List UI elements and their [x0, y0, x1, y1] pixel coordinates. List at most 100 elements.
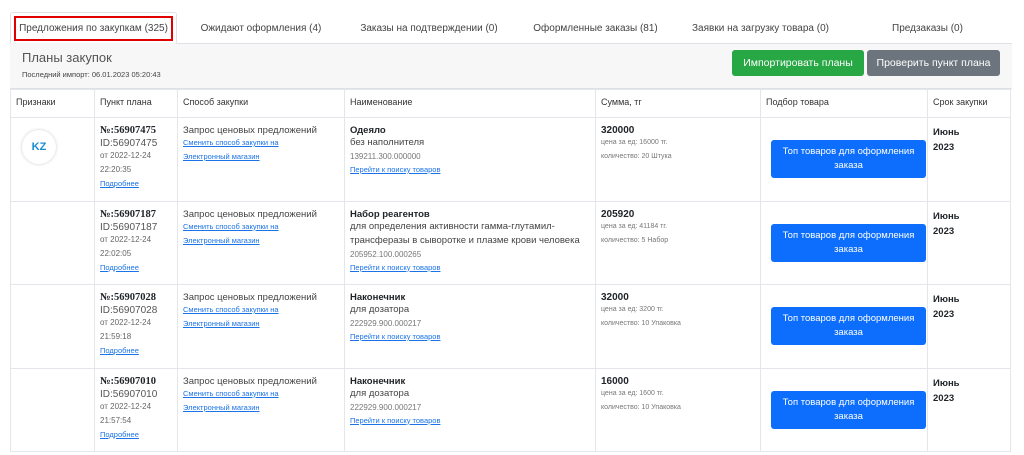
item-code: 139211.300.000000 — [350, 152, 421, 161]
signs-cell: KZ — [10, 117, 95, 202]
sum-value: 16000 — [601, 375, 629, 387]
sum-cell: 32000 цена за ед: 3200 тг. количество: 1… — [595, 284, 761, 369]
item-name: Наконечник — [350, 375, 406, 387]
plan-id: ID:56907187 — [100, 221, 158, 233]
name-cell: Одеяло без наполнителя 139211.300.000000… — [344, 117, 596, 202]
item-name: Наконечник — [350, 292, 406, 303]
search-goods-link[interactable]: Перейти к поиску товаров — [350, 415, 441, 425]
change-method-link[interactable]: Сменить способ закупки на — [183, 305, 279, 314]
tab-purchase-offers[interactable]: Предложения по закупкам (325) — [10, 12, 177, 44]
sum-value: 32000 — [601, 292, 629, 303]
name-cell: Наконечник для дозатора 222929.900.00021… — [344, 367, 596, 452]
method-cell: Запрос ценовых предложений Сменить спосо… — [177, 200, 345, 285]
e-shop-link[interactable]: Электронный магазин — [183, 235, 260, 245]
item-code: 205952.100.000265 — [350, 249, 422, 259]
e-shop-link[interactable]: Электронный магазин — [183, 152, 260, 161]
plan-item-cell: №:56907028 ID:56907028 от 2022-12-24 21:… — [94, 284, 178, 369]
sum-cell: 16000 цена за ед: 1600 тг. количество: 1… — [595, 367, 761, 452]
last-import: Последний импорт: 06.01.2023 05:20:43 — [22, 70, 161, 79]
term-cell: Июнь 2023 — [927, 117, 1011, 202]
item-description: для дозатора — [350, 387, 410, 399]
quantity: количество: 5 Набор — [601, 236, 669, 244]
plan-id: ID:56907010 — [100, 388, 158, 400]
item-description: для дозатора — [350, 304, 410, 315]
term-year: 2023 — [933, 142, 955, 153]
name-cell: Набор реагентов для определения активнос… — [344, 200, 596, 285]
e-shop-link[interactable]: Электронный магазин — [183, 402, 260, 412]
import-plans-button[interactable]: Импортировать планы — [732, 50, 864, 76]
kz-logo-icon: KZ — [22, 130, 56, 164]
unit-price: цена за ед: 1600 тг. — [601, 389, 664, 397]
details-link[interactable]: Подробнее — [100, 262, 139, 272]
plan-number: №:56907187 — [100, 208, 157, 220]
plans-table: Признаки Пункт плана Способ закупки Наим… — [10, 89, 1011, 452]
details-link[interactable]: Подробнее — [100, 429, 139, 439]
plan-number: №:56907010 — [100, 375, 157, 387]
signs-cell — [10, 200, 95, 285]
term-year: 2023 — [933, 225, 955, 237]
quantity: количество: 10 Упаковка — [601, 320, 681, 327]
table-row: №:56907187 ID:56907187 от 2022-12-24 22:… — [10, 200, 1011, 285]
col-term: Срок закупки — [927, 89, 1011, 118]
sum-value: 320000 — [601, 125, 635, 136]
check-plan-item-button[interactable]: Проверить пункт плана — [867, 50, 1000, 76]
change-method-link[interactable]: Сменить способ закупки на — [183, 388, 279, 398]
quantity: количество: 20 Штука — [601, 153, 672, 160]
tab-completed-orders[interactable]: Оформленные заказы (81) — [533, 22, 658, 34]
tab-awaiting[interactable]: Ожидают оформления (4) — [200, 22, 322, 34]
plan-time: 21:59:18 — [100, 332, 132, 341]
top-goods-button[interactable]: Топ товаров для оформления заказа — [771, 307, 926, 345]
panel-header: Планы закупок Последний импорт: 06.01.20… — [10, 44, 1012, 89]
term-year: 2023 — [933, 392, 955, 404]
table-row: №:56907010 ID:56907010 от 2022-12-24 21:… — [10, 367, 1011, 452]
item-name: Одеяло — [350, 125, 386, 136]
top-goods-button[interactable]: Топ товаров для оформления заказа — [771, 140, 926, 178]
e-shop-link[interactable]: Электронный магазин — [183, 319, 260, 328]
table-header: Признаки Пункт плана Способ закупки Наим… — [10, 89, 1011, 118]
details-link[interactable]: Подробнее — [100, 179, 139, 188]
tab-upload-requests[interactable]: Заявки на загрузку товара (0) — [692, 22, 829, 34]
tab-label: Предложения по закупкам (325) — [14, 15, 173, 41]
plan-time: 22:20:35 — [100, 165, 132, 174]
unit-price: цена за ед: 41184 тг. — [601, 222, 668, 230]
change-method-link[interactable]: Сменить способ закупки на — [183, 221, 279, 231]
details-link[interactable]: Подробнее — [100, 346, 139, 355]
selection-cell: Топ товаров для оформления заказа — [760, 200, 928, 285]
selection-cell: Топ товаров для оформления заказа — [760, 117, 928, 202]
item-code: 222929.900.000217 — [350, 402, 422, 412]
item-name: Набор реагентов — [350, 208, 430, 220]
sum-value: 205920 — [601, 208, 635, 220]
plan-time: 22:02:05 — [100, 248, 132, 258]
term-month: Июнь — [933, 127, 960, 138]
sum-cell: 320000 цена за ед: 16000 тг. количество:… — [595, 117, 761, 202]
change-method-link[interactable]: Сменить способ закупки на — [183, 138, 279, 147]
method-cell: Запрос ценовых предложений Сменить спосо… — [177, 367, 345, 452]
signs-cell — [10, 284, 95, 369]
purchase-method: Запрос ценовых предложений — [183, 208, 317, 220]
method-cell: Запрос ценовых предложений Сменить спосо… — [177, 117, 345, 202]
plan-number: №:56907475 — [100, 125, 157, 136]
search-goods-link[interactable]: Перейти к поиску товаров — [350, 332, 441, 341]
item-description: без наполнителя — [350, 137, 425, 148]
tabs-bar: Предложения по закупкам (325) Ожидают оф… — [10, 12, 1012, 44]
search-goods-link[interactable]: Перейти к поиску товаров — [350, 165, 441, 174]
col-name: Наименование — [344, 89, 596, 118]
selection-cell: Топ товаров для оформления заказа — [760, 284, 928, 369]
tab-confirming[interactable]: Заказы на подтверждении (0) — [360, 22, 498, 34]
term-month: Июнь — [933, 294, 960, 305]
table-row: KZ №:56907475 ID:56907475 от 2022-12-24 … — [10, 117, 1011, 202]
term-month: Июнь — [933, 377, 960, 389]
plan-number: №:56907028 — [100, 292, 157, 303]
term-month: Июнь — [933, 210, 960, 222]
plan-time: 21:57:54 — [100, 415, 132, 425]
col-plan-item: Пункт плана — [94, 89, 178, 118]
selection-cell: Топ товаров для оформления заказа — [760, 367, 928, 452]
top-goods-button[interactable]: Топ товаров для оформления заказа — [771, 390, 926, 429]
plan-id: ID:56907475 — [100, 138, 158, 149]
unit-price: цена за ед: 16000 тг. — [601, 139, 668, 146]
purchase-method: Запрос ценовых предложений — [183, 292, 317, 303]
search-goods-link[interactable]: Перейти к поиску товаров — [350, 262, 441, 272]
tab-preorders[interactable]: Предзаказы (0) — [892, 22, 963, 34]
name-cell: Наконечник для дозатора 222929.900.00021… — [344, 284, 596, 369]
top-goods-button[interactable]: Топ товаров для оформления заказа — [771, 223, 926, 262]
